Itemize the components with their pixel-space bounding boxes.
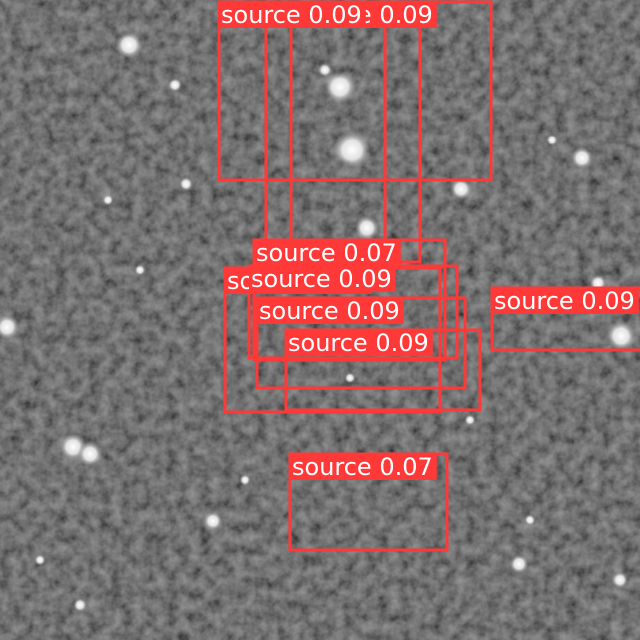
star: [168, 78, 182, 92]
star: [318, 63, 332, 77]
star: [605, 320, 637, 352]
label-background: [286, 330, 433, 356]
star: [102, 194, 114, 206]
star: [344, 372, 356, 384]
star: [77, 441, 103, 467]
star: [546, 134, 558, 146]
star: [34, 554, 46, 566]
label-background: [219, 2, 366, 28]
star: [354, 215, 380, 241]
stars: [0, 31, 637, 612]
label-background: [254, 240, 401, 266]
star: [73, 598, 87, 612]
star: [449, 177, 473, 201]
detection-label: source 0.09: [259, 297, 400, 325]
star: [323, 70, 357, 104]
detection-label: source 0.09: [494, 287, 635, 315]
detection-label: source 0.07: [256, 239, 397, 267]
label-background: [249, 266, 396, 292]
star: [134, 264, 146, 276]
detection-label: source 0.07: [292, 453, 433, 481]
label-background: [290, 454, 437, 480]
star: [524, 514, 536, 526]
star: [509, 554, 529, 574]
label-background: [492, 288, 639, 314]
star: [611, 571, 629, 589]
star: [464, 414, 476, 426]
star: [203, 511, 223, 531]
star: [570, 146, 594, 170]
star: [0, 314, 20, 340]
detection-label: source 0.09: [251, 265, 392, 293]
star: [239, 474, 251, 486]
detection-label: source 0.09: [221, 1, 362, 29]
star: [332, 130, 372, 170]
detection-label: source 0.09: [288, 329, 429, 357]
label-background: [257, 298, 404, 324]
star: [179, 177, 193, 191]
star: [115, 31, 143, 59]
